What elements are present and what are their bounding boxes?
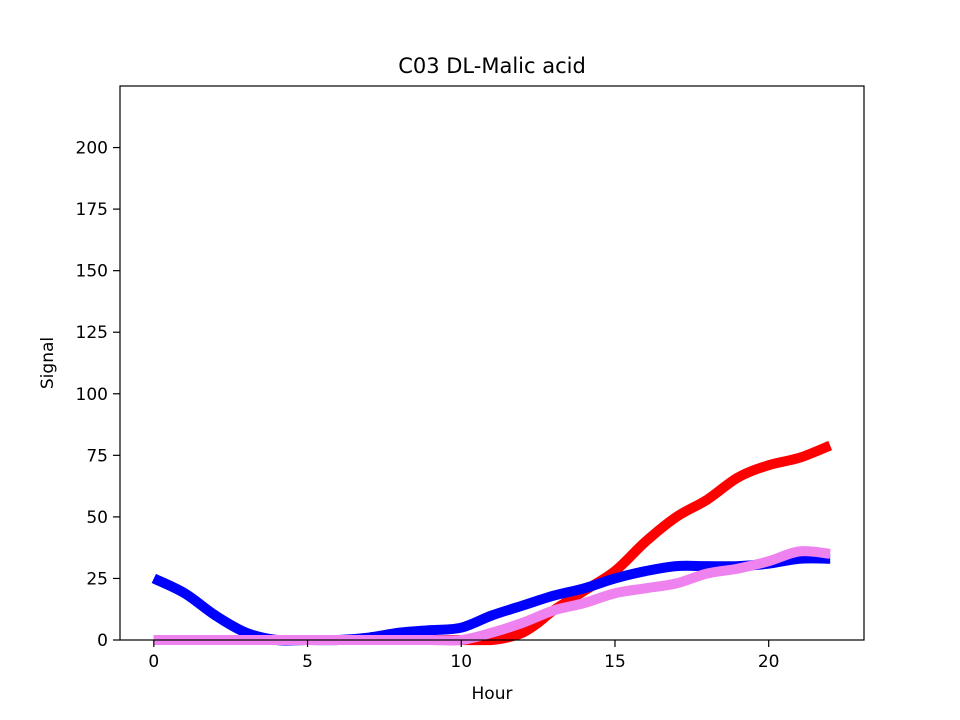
x-tick-label: 15 [604, 652, 626, 672]
y-tick-label: 25 [86, 569, 108, 589]
y-tick-label: 150 [76, 262, 108, 282]
y-tick-label: 200 [76, 139, 108, 159]
y-tick-label: 0 [97, 631, 108, 651]
series-layer [151, 440, 833, 646]
y-tick-label: 50 [86, 508, 108, 528]
x-tick-label: 0 [148, 652, 159, 672]
x-tick-label: 20 [758, 652, 780, 672]
x-tick-label: 5 [302, 652, 313, 672]
y-tick-label: 175 [76, 200, 108, 220]
x-tick-label: 10 [450, 652, 472, 672]
chart-title: C03 DL-Malic acid [398, 54, 586, 78]
y-axis: 0 25 50 75 100 125 150 175 200 [76, 139, 120, 651]
y-tick-label: 75 [86, 446, 108, 466]
y-tick-label: 125 [76, 323, 108, 343]
y-tick-label: 100 [76, 385, 108, 405]
plot-frame [119, 85, 865, 641]
x-axis-label: Hour [472, 684, 513, 704]
x-axis: 0 5 10 15 20 [148, 640, 780, 672]
y-axis-label: Signal [38, 337, 58, 389]
